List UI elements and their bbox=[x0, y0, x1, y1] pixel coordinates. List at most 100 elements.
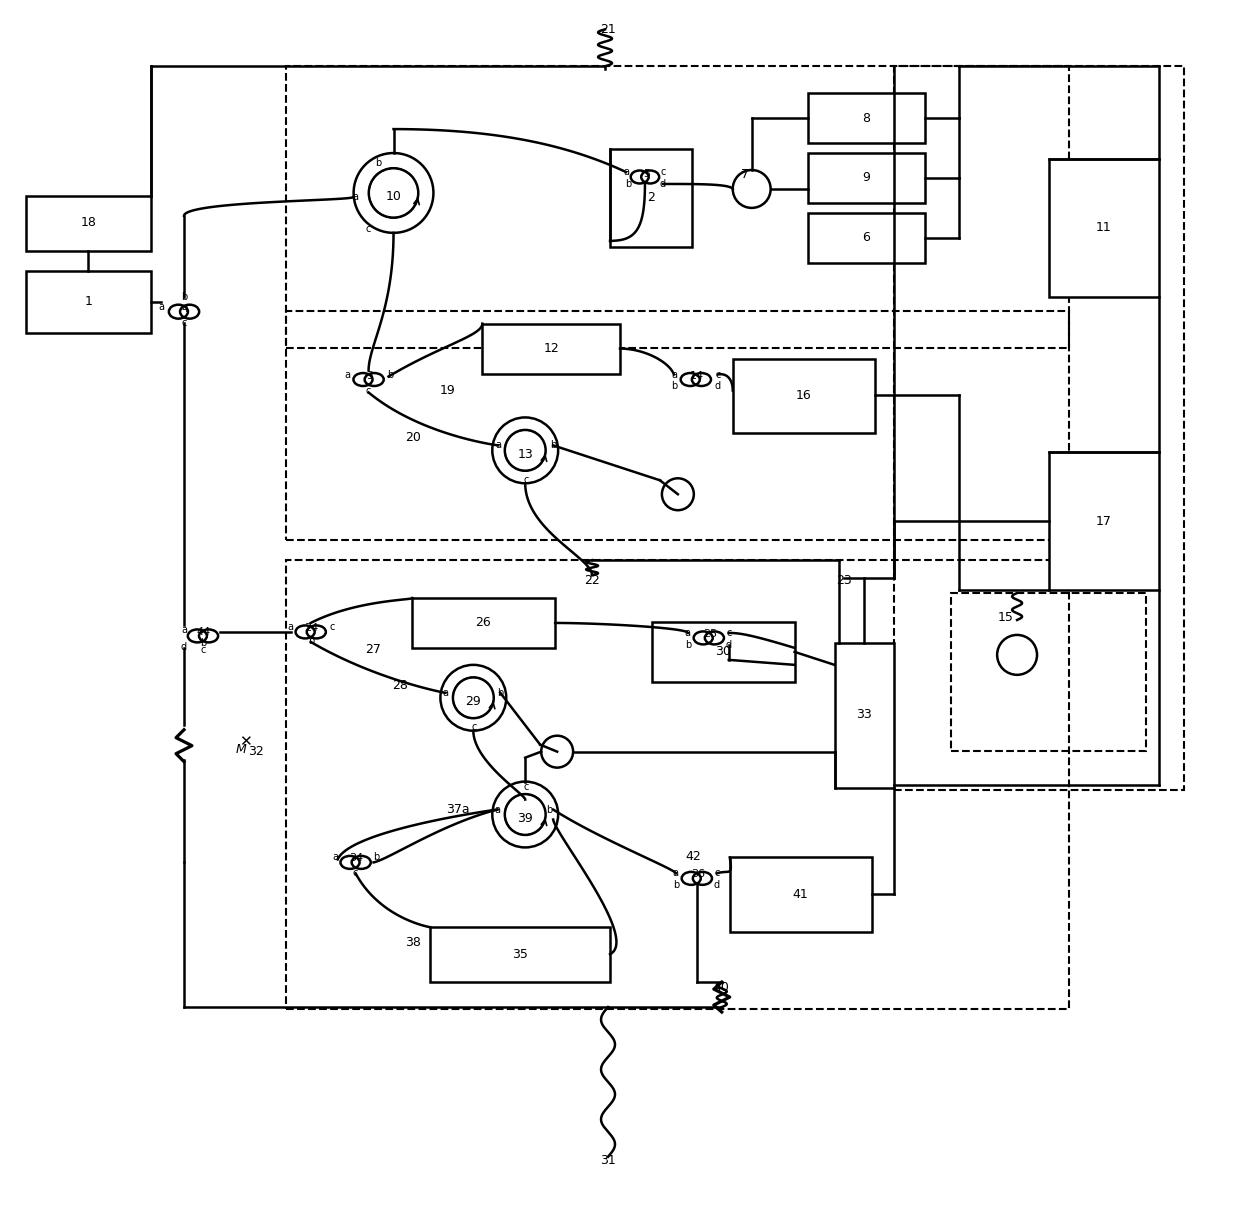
Text: 11: 11 bbox=[1096, 222, 1112, 234]
Text: b: b bbox=[309, 636, 315, 646]
Bar bbox=[610, 149, 692, 247]
Text: 31: 31 bbox=[600, 1154, 616, 1168]
Text: 7: 7 bbox=[740, 169, 749, 182]
Text: 8: 8 bbox=[863, 112, 870, 124]
Bar bbox=[835, 643, 894, 788]
Bar bbox=[285, 560, 1069, 1009]
Text: 36: 36 bbox=[691, 869, 704, 880]
Bar bbox=[807, 213, 925, 263]
Text: 9: 9 bbox=[863, 171, 870, 184]
Text: 12: 12 bbox=[543, 342, 559, 355]
Text: c: c bbox=[660, 167, 666, 177]
Text: a: a bbox=[288, 622, 294, 631]
Text: a: a bbox=[495, 440, 501, 451]
Text: c: c bbox=[366, 224, 371, 234]
Bar bbox=[733, 359, 875, 434]
Text: c: c bbox=[353, 869, 358, 878]
Text: 23: 23 bbox=[837, 574, 852, 587]
Text: 34: 34 bbox=[350, 853, 363, 864]
Text: 41: 41 bbox=[792, 888, 808, 901]
Text: b: b bbox=[671, 382, 677, 392]
Bar bbox=[26, 196, 151, 251]
Text: 22: 22 bbox=[584, 574, 600, 587]
Text: d: d bbox=[714, 382, 720, 392]
Text: 17: 17 bbox=[1096, 515, 1112, 528]
Bar bbox=[482, 324, 620, 374]
Text: c: c bbox=[727, 628, 732, 637]
Text: c: c bbox=[366, 387, 371, 396]
Text: 2: 2 bbox=[647, 192, 655, 205]
Text: 39: 39 bbox=[517, 812, 533, 825]
Text: 3: 3 bbox=[366, 370, 373, 381]
Text: 26: 26 bbox=[475, 617, 491, 629]
Text: c: c bbox=[201, 645, 206, 654]
Text: 14: 14 bbox=[689, 370, 704, 381]
Text: 13: 13 bbox=[517, 448, 533, 460]
Text: b: b bbox=[684, 640, 691, 649]
Text: 37a: 37a bbox=[446, 803, 470, 816]
Text: 42: 42 bbox=[684, 850, 701, 863]
Text: a: a bbox=[622, 167, 629, 177]
Text: b: b bbox=[376, 158, 382, 167]
Text: d: d bbox=[181, 642, 187, 652]
Bar bbox=[285, 66, 1069, 347]
Bar bbox=[430, 928, 610, 982]
Text: 16: 16 bbox=[796, 389, 811, 402]
Text: a: a bbox=[157, 301, 164, 312]
Text: b: b bbox=[387, 370, 393, 380]
Text: c: c bbox=[714, 869, 719, 878]
Text: b: b bbox=[181, 292, 187, 301]
Bar bbox=[285, 311, 1069, 540]
Text: 25: 25 bbox=[703, 629, 717, 639]
Text: ✕: ✕ bbox=[239, 734, 252, 750]
Text: b: b bbox=[497, 688, 503, 698]
Text: b: b bbox=[546, 805, 552, 815]
Text: 4: 4 bbox=[181, 304, 188, 313]
Bar bbox=[1049, 452, 1158, 590]
Bar bbox=[807, 93, 925, 143]
Text: a: a bbox=[352, 192, 358, 202]
Text: a: a bbox=[443, 688, 449, 698]
Text: c: c bbox=[181, 318, 187, 328]
Text: a: a bbox=[181, 625, 187, 635]
Text: a: a bbox=[684, 628, 691, 637]
Bar bbox=[894, 66, 1184, 789]
Bar bbox=[652, 622, 795, 682]
Text: 1: 1 bbox=[84, 295, 92, 308]
Bar bbox=[730, 858, 873, 933]
Bar bbox=[26, 271, 151, 333]
Text: 40: 40 bbox=[714, 981, 729, 994]
Text: 18: 18 bbox=[81, 217, 97, 229]
Text: 35: 35 bbox=[512, 947, 528, 960]
Text: 32: 32 bbox=[248, 745, 264, 758]
Text: 10: 10 bbox=[386, 190, 402, 204]
Text: 20: 20 bbox=[405, 431, 422, 443]
Text: b: b bbox=[200, 637, 206, 648]
Text: 24: 24 bbox=[305, 623, 319, 633]
Text: c: c bbox=[330, 622, 335, 631]
Text: 21: 21 bbox=[600, 23, 616, 36]
Text: 27: 27 bbox=[365, 643, 381, 657]
Text: 6: 6 bbox=[863, 231, 870, 245]
Text: b: b bbox=[625, 180, 631, 189]
Text: 5: 5 bbox=[644, 169, 651, 180]
Text: a: a bbox=[345, 370, 351, 380]
Text: c: c bbox=[715, 370, 720, 380]
Text: d: d bbox=[660, 180, 666, 189]
Text: 29: 29 bbox=[465, 695, 481, 709]
Text: M: M bbox=[236, 743, 247, 757]
Bar bbox=[807, 153, 925, 202]
Text: b: b bbox=[551, 440, 557, 451]
Text: c: c bbox=[523, 475, 529, 486]
Text: d: d bbox=[714, 881, 720, 890]
Text: a: a bbox=[495, 805, 500, 815]
Text: 33: 33 bbox=[857, 709, 872, 722]
Text: b: b bbox=[373, 852, 379, 863]
Text: 30: 30 bbox=[714, 646, 730, 658]
Text: c: c bbox=[523, 782, 529, 792]
Text: c: c bbox=[471, 722, 477, 731]
Text: 28: 28 bbox=[393, 680, 408, 693]
Text: a: a bbox=[671, 370, 677, 380]
Text: d: d bbox=[725, 640, 732, 649]
Text: a: a bbox=[332, 852, 339, 863]
